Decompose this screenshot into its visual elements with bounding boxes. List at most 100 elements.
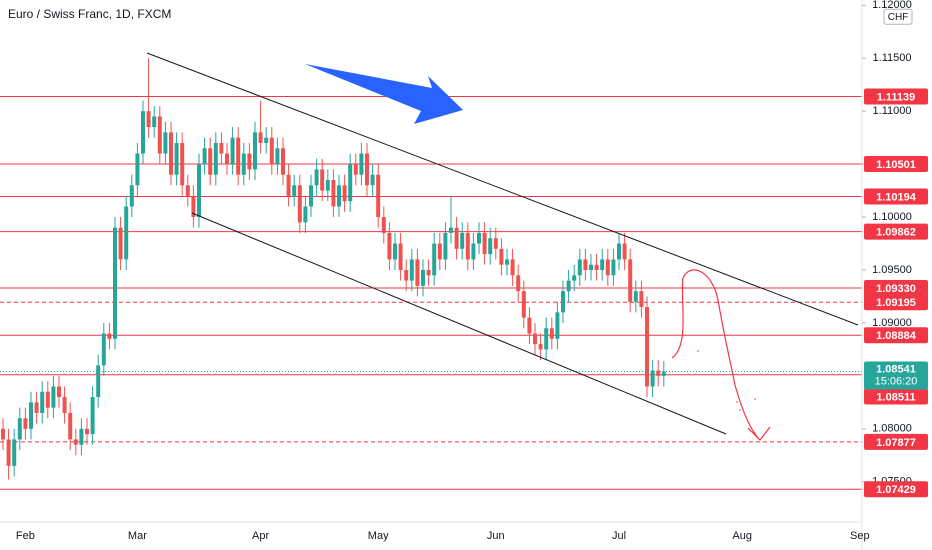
- level-label: 1.08884: [876, 330, 917, 342]
- candle-body: [661, 371, 666, 376]
- candle-body: [505, 259, 509, 265]
- countdown-label: 15:06:20: [875, 375, 918, 387]
- candle-body: [118, 227, 123, 260]
- candle-body: [415, 259, 420, 286]
- candle-body: [577, 259, 582, 276]
- candle-body: [594, 264, 599, 270]
- level-label-box: [864, 280, 928, 296]
- candle-body: [645, 307, 649, 387]
- currency-label: CHF: [888, 12, 909, 23]
- candle-body: [185, 185, 190, 196]
- level-label-box: [864, 327, 928, 344]
- candle-body: [617, 243, 621, 260]
- candle-body: [213, 142, 218, 175]
- candle-body: [622, 243, 627, 260]
- candle-body: [325, 180, 330, 191]
- candle-body: [482, 232, 487, 255]
- y-tick-label: 1.08000: [872, 423, 912, 435]
- candle-body: [650, 370, 655, 387]
- candle-body: [639, 291, 644, 308]
- candle-body: [29, 402, 33, 429]
- y-tick-label: 1.11000: [873, 105, 912, 117]
- candle-body: [359, 153, 364, 175]
- candle-body: [191, 195, 196, 218]
- candle-body: [34, 402, 39, 413]
- candle-body: [314, 169, 319, 186]
- candle-body: [426, 270, 431, 276]
- x-tick-label: Jul: [612, 530, 626, 542]
- y-tick-label: 1.09000: [872, 317, 912, 329]
- candle-body: [566, 280, 571, 292]
- candle-body: [387, 232, 392, 260]
- candle-body: [348, 164, 353, 202]
- candle-body: [488, 238, 493, 255]
- candle-body: [230, 137, 235, 165]
- candle-body: [527, 317, 532, 334]
- y-tick-label: 1.11500: [873, 52, 912, 64]
- candle-body: [443, 232, 448, 260]
- candle-body: [510, 259, 515, 276]
- last-price-label: 1.08541: [876, 363, 916, 375]
- channel-upper: [146, 52, 859, 326]
- level-label: 1.10194: [876, 191, 917, 203]
- channel-lower: [191, 212, 727, 435]
- candle-body: [320, 169, 325, 191]
- candle-body: [135, 153, 140, 186]
- candle-body: [292, 185, 297, 196]
- y-tick-label: 1.10000: [872, 211, 912, 223]
- candle-body: [241, 153, 246, 175]
- candle-body: [398, 243, 403, 270]
- x-tick-label: Jun: [487, 530, 505, 542]
- level-label: 1.07877: [876, 437, 916, 449]
- candle-body: [583, 259, 588, 270]
- forecast-drawing: [671, 269, 771, 441]
- candle-body: [376, 174, 381, 218]
- currency-box: [883, 8, 913, 25]
- x-tick-label: May: [368, 530, 389, 542]
- candle-body: [404, 270, 409, 281]
- candle-body: [197, 164, 201, 218]
- candle-body: [258, 132, 263, 143]
- level-label: 1.09862: [876, 227, 916, 239]
- x-tick-label: Sep: [850, 530, 870, 542]
- candle-body: [286, 174, 291, 196]
- candle-body: [45, 391, 50, 408]
- level-label: 1.11139: [877, 91, 916, 103]
- level-label: 1.10501: [876, 159, 916, 171]
- candle-body: [393, 243, 397, 260]
- candle-body: [281, 148, 285, 175]
- candle-body: [269, 137, 274, 165]
- candle-body: [1, 428, 5, 440]
- candle-body: [23, 418, 28, 429]
- candle-body: [331, 180, 336, 207]
- candle-body: [460, 232, 465, 249]
- candle-body: [381, 217, 386, 233]
- level-label-box: [864, 294, 928, 311]
- candle-body: [449, 227, 453, 233]
- candle-body: [499, 248, 504, 265]
- candle-body: [141, 111, 145, 154]
- candle-body: [157, 116, 162, 154]
- candle-body: [79, 428, 84, 445]
- candle-body: [101, 333, 106, 366]
- candle-body: [219, 142, 224, 154]
- level-label: 1.09195: [876, 297, 916, 309]
- candle-body: [611, 259, 616, 276]
- candle-body: [437, 243, 442, 260]
- candle-body: [538, 344, 543, 350]
- candle-body: [353, 164, 358, 175]
- candle-body: [309, 185, 313, 207]
- candle-body: [533, 333, 537, 345]
- candle-body: [297, 185, 302, 223]
- candle-body: [107, 333, 112, 339]
- candle-body: [633, 291, 638, 302]
- level-label-box: [864, 156, 928, 173]
- candle-body: [174, 142, 179, 175]
- candle-body: [516, 275, 521, 292]
- candle-body: [163, 132, 168, 154]
- candle-body: [605, 259, 610, 276]
- candle-body: [90, 397, 95, 435]
- candle-body: [129, 185, 134, 207]
- drawing-dot: [697, 350, 699, 352]
